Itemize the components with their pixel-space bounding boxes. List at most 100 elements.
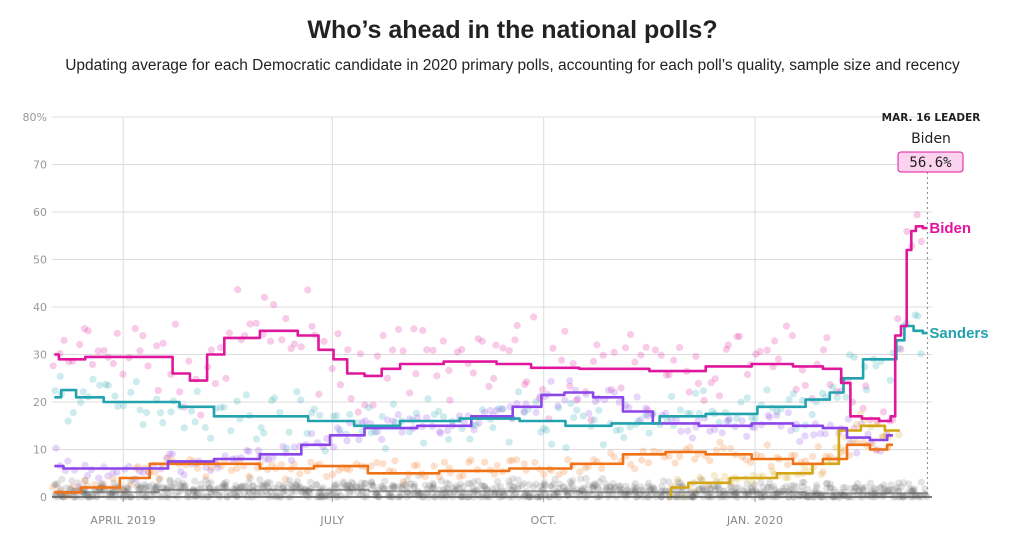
poll-dot: [430, 484, 438, 492]
poll-dot: [315, 390, 323, 398]
poll-dot: [899, 479, 908, 487]
poll-dot: [649, 483, 657, 491]
poll-dot: [278, 336, 286, 344]
poll-dot: [537, 492, 545, 500]
poll-dot: [307, 458, 315, 466]
y-tick-label: 0: [40, 491, 47, 504]
poll-dot: [631, 480, 639, 488]
poll-dot: [88, 360, 97, 369]
poll-dot: [810, 431, 818, 439]
poll-dot: [722, 345, 730, 353]
poll-dot: [477, 482, 485, 490]
poll-dot: [313, 481, 321, 489]
poll-dot: [404, 483, 412, 491]
poll-dot: [499, 344, 507, 352]
poll-dot: [347, 478, 356, 486]
poll-dot: [336, 381, 345, 389]
poll-dot: [359, 419, 367, 427]
poll-dot: [763, 441, 771, 449]
poll-dot: [643, 412, 652, 420]
poll-dot: [602, 480, 610, 488]
poll-dot: [598, 474, 607, 483]
poll-dot: [406, 389, 414, 397]
poll-dot: [591, 397, 599, 406]
poll-dot: [439, 413, 448, 421]
poll-dot: [275, 481, 283, 489]
poll-dot: [405, 428, 414, 436]
poll-dot: [790, 481, 798, 490]
poll-dot: [134, 481, 142, 489]
poll-dot: [388, 481, 397, 489]
poll-dot: [725, 415, 733, 423]
poll-dot: [644, 459, 653, 467]
poll-dot: [398, 483, 406, 491]
poll-dot: [292, 480, 300, 488]
poll-dot: [555, 480, 564, 488]
poll-dot: [727, 444, 735, 453]
poll-dot: [260, 293, 269, 301]
poll-dot: [876, 484, 884, 492]
poll-dot: [492, 406, 500, 415]
y-tick-label: 40: [33, 301, 47, 314]
poll-dot: [711, 375, 719, 383]
series-line-others: [54, 488, 928, 495]
poll-dot: [240, 489, 249, 497]
poll-dot: [537, 428, 545, 436]
poll-dot: [540, 480, 548, 489]
poll-dot: [768, 467, 776, 476]
poll-dot: [660, 477, 668, 485]
poll-dot: [550, 490, 558, 498]
poll-dot: [564, 456, 572, 464]
poll-dot: [185, 357, 193, 365]
poll-dot: [139, 484, 147, 492]
poll-dot: [617, 384, 625, 392]
end-label-sanders: Sanders: [929, 325, 988, 342]
poll-dot: [124, 484, 132, 493]
poll-dot: [610, 348, 618, 356]
poll-dot: [407, 480, 415, 488]
poll-dot: [639, 447, 647, 455]
poll-dot: [430, 410, 439, 419]
poll-dot: [532, 480, 540, 488]
poll-dot: [367, 479, 375, 487]
poll-dot: [858, 483, 866, 492]
poll-dot: [76, 341, 84, 349]
poll-dot: [691, 455, 699, 463]
poll-dot: [379, 331, 387, 340]
poll-dot: [859, 404, 867, 412]
poll-dot: [57, 485, 65, 493]
poll-dot: [572, 396, 581, 404]
poll-dot: [686, 443, 694, 451]
poll-dot: [548, 483, 556, 491]
poll-dot: [127, 481, 135, 489]
poll-dot: [124, 485, 132, 493]
poll-dot: [771, 337, 779, 345]
poll-dot: [167, 483, 175, 491]
poll-dot: [816, 430, 824, 438]
poll-dot: [331, 489, 339, 497]
poll-dot: [676, 406, 685, 414]
poll-dot: [222, 482, 230, 490]
poll-dot: [279, 442, 287, 450]
poll-dot: [610, 388, 619, 396]
poll-dot: [469, 490, 477, 499]
poll-dot: [455, 473, 464, 481]
poll-dot: [706, 457, 714, 465]
poll-dot: [633, 393, 641, 401]
poll-dot: [826, 480, 835, 488]
poll-dot: [470, 426, 478, 434]
poll-dot: [872, 362, 880, 370]
poll-dot: [135, 485, 143, 493]
poll-dot: [589, 482, 598, 490]
poll-dot: [412, 409, 420, 417]
poll-dot: [301, 489, 309, 497]
poll-dot: [287, 345, 295, 353]
y-tick-label: 80%: [23, 111, 47, 124]
poll-dot: [782, 322, 791, 330]
poll-dot: [136, 347, 144, 355]
poll-dot: [259, 482, 267, 490]
poll-dot: [911, 311, 919, 319]
poll-dot: [329, 470, 337, 479]
poll-dot: [748, 484, 756, 492]
poll-dot: [551, 475, 559, 484]
